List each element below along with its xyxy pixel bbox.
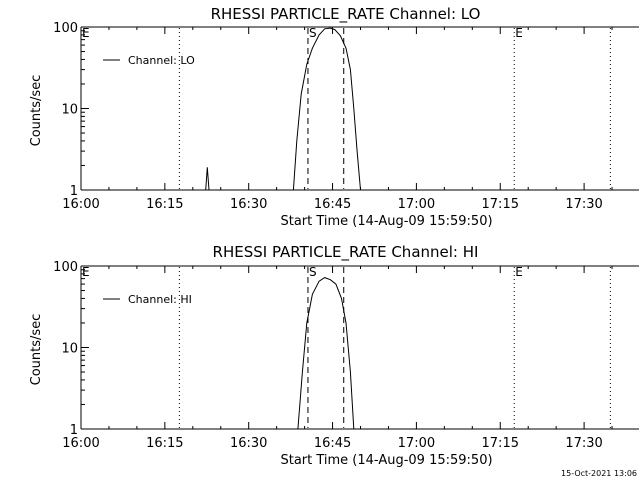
marker-label: S bbox=[309, 265, 317, 279]
marker-label: S bbox=[309, 26, 317, 40]
series-line bbox=[205, 167, 210, 191]
edge-marker-label: E bbox=[82, 265, 90, 279]
legend-entry: Channel: LO bbox=[128, 54, 195, 67]
y-tick-label: 1 bbox=[70, 423, 78, 438]
x-tick-label: 17:15 bbox=[482, 436, 519, 451]
x-tick-label: 16:00 bbox=[62, 197, 99, 212]
edge-marker-label: E bbox=[82, 26, 90, 40]
marker-label: E bbox=[515, 26, 523, 40]
y-tick-label: 10 bbox=[61, 103, 78, 118]
x-tick-label: 17:15 bbox=[482, 197, 519, 212]
y-tick-label: 1 bbox=[70, 184, 78, 199]
marker-label: E bbox=[515, 265, 523, 279]
x-tick-label: 17:00 bbox=[398, 436, 435, 451]
x-tick-label: 17:00 bbox=[398, 197, 435, 212]
x-tick-label: 17:30 bbox=[565, 197, 602, 212]
plot-timestamp: 15-Oct-2021 13:06 bbox=[561, 469, 637, 478]
series-line bbox=[292, 27, 361, 191]
x-tick-label: 16:15 bbox=[146, 436, 183, 451]
y-tick-label: 10 bbox=[61, 342, 78, 357]
legend-entry: Channel: HI bbox=[128, 293, 192, 306]
y-tick-label: 100 bbox=[53, 21, 78, 36]
chart-title: RHESSI PARTICLE_RATE Channel: LO bbox=[211, 5, 481, 24]
x-tick-label: 17:30 bbox=[565, 436, 602, 451]
y-tick-label: 100 bbox=[53, 260, 78, 275]
x-tick-label: 16:15 bbox=[146, 197, 183, 212]
series-line bbox=[297, 277, 355, 430]
x-axis-label: Start Time (14-Aug-09 15:59:50) bbox=[280, 453, 492, 468]
x-tick-label: 16:45 bbox=[314, 197, 351, 212]
x-tick-label: 16:30 bbox=[230, 197, 267, 212]
x-tick-label: 16:00 bbox=[62, 436, 99, 451]
x-axis-label: Start Time (14-Aug-09 15:59:50) bbox=[280, 214, 492, 229]
y-axis-label: Counts/sec bbox=[29, 75, 44, 147]
y-axis-label: Counts/sec bbox=[29, 314, 44, 386]
x-tick-label: 16:45 bbox=[314, 436, 351, 451]
chart-title: RHESSI PARTICLE_RATE Channel: HI bbox=[213, 243, 479, 262]
x-tick-label: 16:30 bbox=[230, 436, 267, 451]
